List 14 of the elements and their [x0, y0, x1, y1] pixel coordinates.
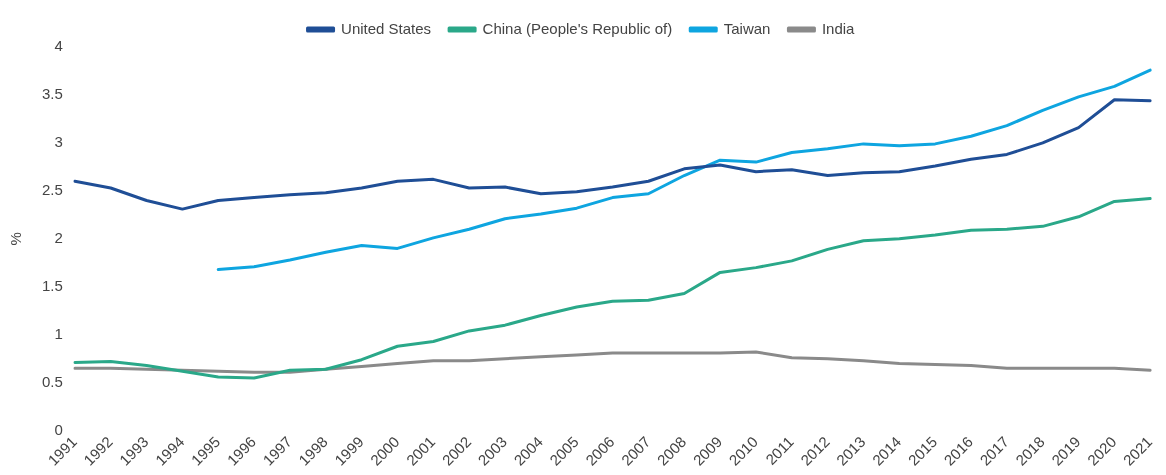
y-tick-label: 1.5	[41, 276, 63, 294]
legend-label: United States	[341, 19, 432, 37]
legend-label: Taiwan	[723, 19, 771, 37]
y-tick-label: 3.5	[41, 85, 63, 103]
y-tick-label: 2	[54, 228, 63, 246]
y-tick-label: 0.5	[41, 372, 63, 390]
y-tick-label: 4	[54, 37, 63, 55]
y-tick-label: 3	[54, 133, 63, 151]
y-tick-label: 1	[54, 324, 63, 342]
y-tick-label: 0	[54, 420, 63, 438]
y-tick-label: 2.5	[41, 181, 63, 199]
y-axis-title: %	[7, 232, 25, 246]
legend-label: China (People's Republic of)	[482, 19, 673, 37]
legend-label: India	[821, 19, 856, 37]
